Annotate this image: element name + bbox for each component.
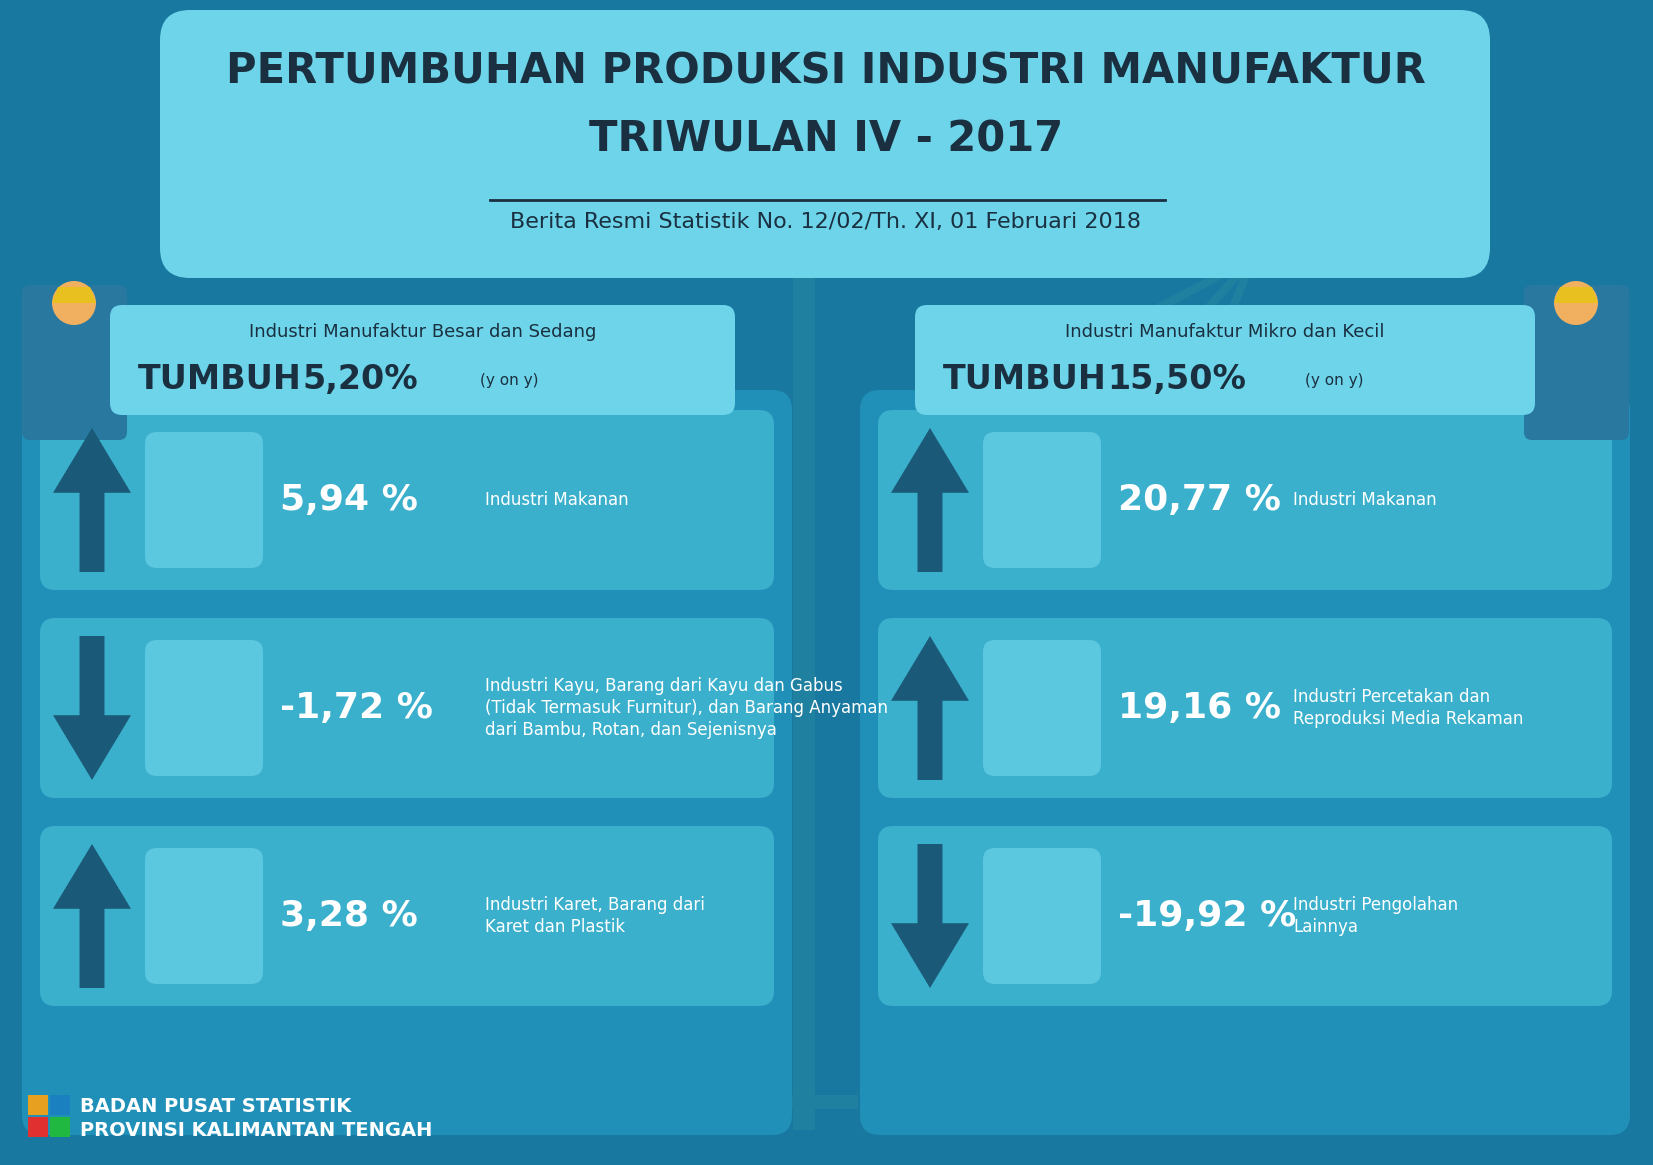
Text: Industri Manufaktur Mikro dan Kecil: Industri Manufaktur Mikro dan Kecil [1065,323,1385,341]
FancyBboxPatch shape [160,10,1489,278]
Circle shape [1554,281,1598,325]
Text: 5,20%: 5,20% [302,363,418,396]
Text: BADAN PUSAT STATISTIK: BADAN PUSAT STATISTIK [79,1097,350,1116]
Text: Industri Makanan: Industri Makanan [1293,490,1436,509]
Text: PERTUMBUHAN PRODUKSI INDUSTRI MANUFAKTUR: PERTUMBUHAN PRODUKSI INDUSTRI MANUFAKTUR [226,50,1427,92]
FancyBboxPatch shape [878,617,1612,798]
FancyBboxPatch shape [1524,285,1628,440]
FancyBboxPatch shape [984,640,1101,776]
Text: TUMBUH: TUMBUH [137,363,302,396]
FancyBboxPatch shape [40,410,774,589]
Text: PROVINSI KALIMANTAN TENGAH: PROVINSI KALIMANTAN TENGAH [79,1121,433,1141]
FancyBboxPatch shape [145,432,263,569]
FancyBboxPatch shape [878,410,1612,589]
Text: Industri Kayu, Barang dari Kayu dan Gabus
(Tidak Termasuk Furnitur), dan Barang : Industri Kayu, Barang dari Kayu dan Gabu… [484,677,888,740]
Text: -19,92 %: -19,92 % [1117,899,1296,933]
FancyBboxPatch shape [793,1050,815,1130]
Text: Industri Manufaktur Besar dan Sedang: Industri Manufaktur Besar dan Sedang [250,323,597,341]
FancyBboxPatch shape [793,240,815,1110]
Text: Industri Pengolahan
Lainnya: Industri Pengolahan Lainnya [1293,896,1458,937]
Circle shape [51,281,96,325]
Text: 3,28 %: 3,28 % [279,899,418,933]
FancyBboxPatch shape [984,848,1101,984]
FancyBboxPatch shape [40,826,774,1007]
Text: Industri Makanan: Industri Makanan [484,490,628,509]
Text: 5,94 %: 5,94 % [279,483,418,517]
Polygon shape [1554,287,1598,303]
FancyBboxPatch shape [21,390,792,1135]
Bar [50,1095,69,1115]
Text: 15,50%: 15,50% [1108,363,1246,396]
FancyBboxPatch shape [750,1095,858,1109]
Polygon shape [51,287,96,303]
FancyBboxPatch shape [111,305,736,415]
Text: Industri Percetakan dan
Reproduksi Media Rekaman: Industri Percetakan dan Reproduksi Media… [1293,687,1524,728]
Polygon shape [53,843,131,988]
Text: (y on y): (y on y) [1304,373,1364,388]
FancyBboxPatch shape [21,285,127,440]
FancyBboxPatch shape [40,617,774,798]
Text: Industri Karet, Barang dari
Karet dan Plastik: Industri Karet, Barang dari Karet dan Pl… [484,896,704,937]
Text: TUMBUH: TUMBUH [942,363,1108,396]
Bar [28,1095,48,1115]
Text: TRIWULAN IV - 2017: TRIWULAN IV - 2017 [588,118,1063,160]
Text: (y on y): (y on y) [479,373,539,388]
Bar [50,1117,69,1137]
Polygon shape [891,636,969,781]
Polygon shape [53,636,131,781]
FancyBboxPatch shape [984,432,1101,569]
Polygon shape [891,843,969,988]
FancyBboxPatch shape [793,240,1253,257]
FancyBboxPatch shape [860,390,1630,1135]
Text: Berita Resmi Statistik No. 12/02/Th. XI, 01 Februari 2018: Berita Resmi Statistik No. 12/02/Th. XI,… [511,212,1142,232]
FancyBboxPatch shape [145,640,263,776]
Text: 19,16 %: 19,16 % [1117,691,1281,725]
Text: -1,72 %: -1,72 % [279,691,433,725]
Text: 20,77 %: 20,77 % [1117,483,1281,517]
FancyBboxPatch shape [878,826,1612,1007]
FancyBboxPatch shape [145,848,263,984]
Polygon shape [891,428,969,572]
Polygon shape [53,428,131,572]
FancyBboxPatch shape [916,305,1536,415]
Bar [28,1117,48,1137]
